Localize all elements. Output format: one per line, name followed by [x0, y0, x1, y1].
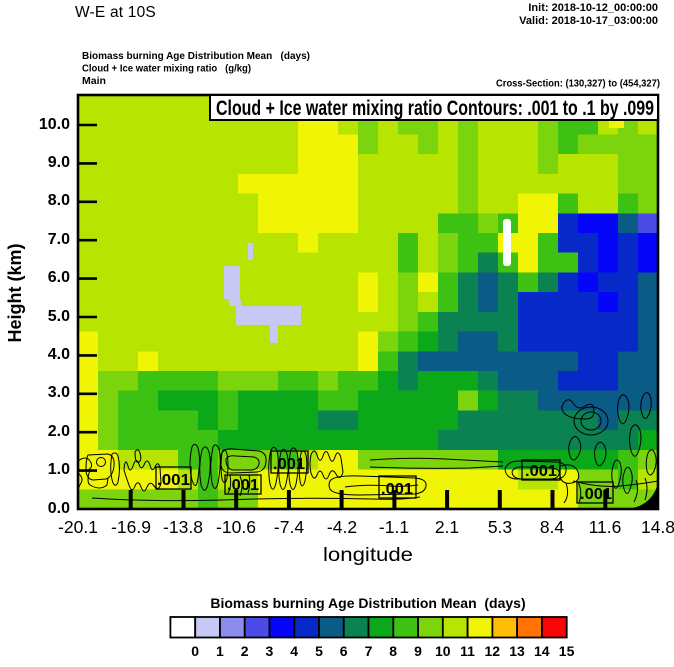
svg-text:longitude: longitude: [323, 545, 413, 566]
svg-text:.001: .001: [381, 481, 413, 498]
svg-text:.001: .001: [157, 472, 190, 489]
svg-text:Main: Main: [82, 75, 106, 87]
svg-text:.001: .001: [227, 477, 259, 494]
svg-text:Cloud + Ice water mixing ratio: Cloud + Ice water mixing ratio (g/kg): [82, 63, 251, 75]
svg-text:Cross-Section: (130,327) to (4: Cross-Section: (130,327) to (454,327): [496, 78, 660, 90]
svg-text:Height (km): Height (km): [5, 243, 25, 342]
svg-text:.001: .001: [525, 463, 557, 480]
svg-text:Biomass burning Age Distributi: Biomass burning Age Distribution Mean (d…: [82, 50, 310, 62]
svg-text:.001: .001: [273, 456, 305, 473]
svg-text:Cloud + Ice water mixing ratio: Cloud + Ice water mixing ratio Contours:…: [216, 97, 654, 120]
